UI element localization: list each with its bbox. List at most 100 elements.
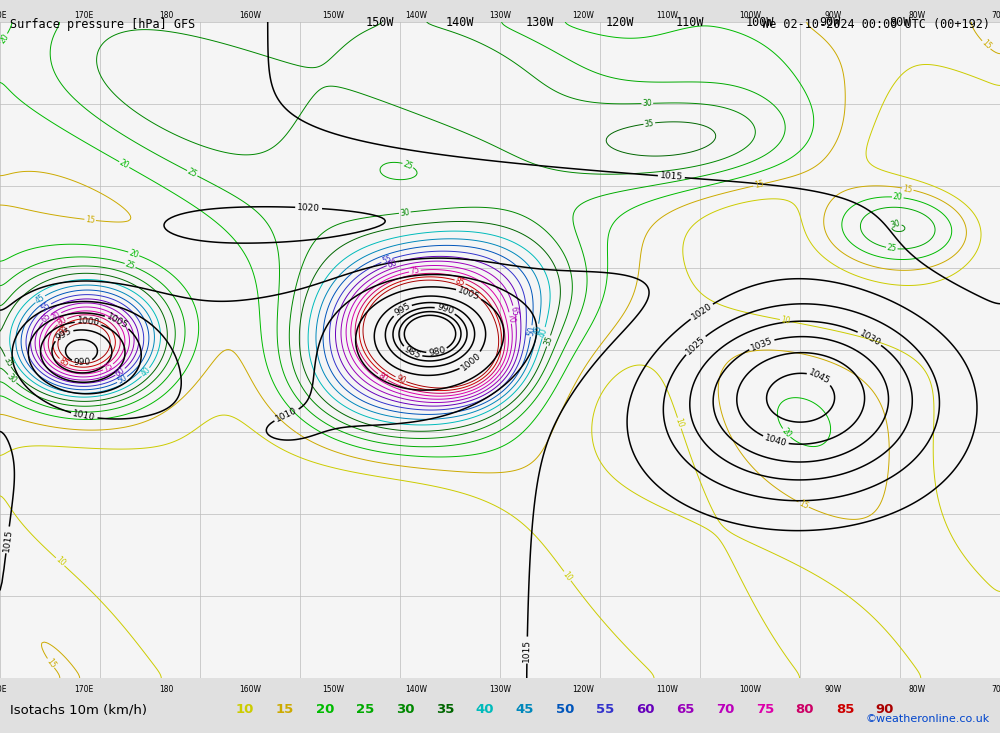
Text: 55: 55 [596,704,614,716]
Text: 10: 10 [674,417,685,429]
Text: 120W: 120W [572,11,594,21]
Text: 90E: 90E [0,685,7,693]
Text: 70W: 70W [991,685,1000,693]
Text: 140W: 140W [446,16,474,29]
Text: 35: 35 [543,335,554,347]
Text: 45: 45 [34,292,47,306]
Text: 90E: 90E [0,11,7,21]
Text: 85: 85 [454,276,466,287]
Text: 20: 20 [893,192,903,202]
Text: 70: 70 [716,704,734,716]
Text: 45: 45 [532,324,543,335]
Text: 85: 85 [58,356,71,369]
Text: 100W: 100W [746,16,774,29]
Text: 75: 75 [409,266,420,276]
Text: 20: 20 [128,248,140,259]
Text: 10: 10 [780,315,791,326]
Text: 995: 995 [392,301,412,318]
Text: 160W: 160W [239,11,261,21]
Text: 1035: 1035 [749,336,774,353]
Text: 1045: 1045 [807,368,832,386]
Text: 10: 10 [236,704,254,716]
Text: 10: 10 [54,555,67,568]
Text: 30: 30 [642,99,652,108]
Text: 15: 15 [980,38,993,51]
Text: 1015: 1015 [2,528,13,552]
Text: 20: 20 [316,704,334,716]
Text: 55: 55 [40,301,53,314]
Text: 50: 50 [526,325,536,336]
Text: 30: 30 [399,207,410,218]
Text: 25: 25 [886,243,897,254]
Text: 1040: 1040 [763,433,788,449]
Text: 15: 15 [753,180,765,191]
Text: 70: 70 [505,312,516,323]
Text: 30: 30 [396,704,414,716]
Text: 130W: 130W [526,16,554,29]
Text: 15: 15 [797,498,810,511]
Text: 1000: 1000 [459,350,483,372]
Text: 980: 980 [428,346,446,358]
Text: 180: 180 [159,11,174,21]
Text: 25: 25 [402,159,414,171]
Text: 985: 985 [403,345,422,361]
Text: 130W: 130W [489,11,511,21]
Text: 10: 10 [561,570,574,583]
Text: 1030: 1030 [858,328,882,347]
Text: 25: 25 [356,704,374,716]
Text: 20: 20 [118,158,131,171]
Text: 35: 35 [644,119,655,128]
Text: 1005: 1005 [105,312,130,331]
Text: 70W: 70W [991,11,1000,21]
Text: 80W: 80W [908,685,925,693]
Text: 1015: 1015 [660,172,683,182]
Text: 60: 60 [636,704,654,716]
Text: 1020: 1020 [297,203,320,213]
Text: 90: 90 [876,704,894,716]
Text: 130W: 130W [489,685,511,693]
Text: 150W: 150W [322,685,344,693]
Text: 120W: 120W [572,685,594,693]
Text: 40: 40 [476,704,494,716]
Text: 25: 25 [124,259,136,271]
Text: 150W: 150W [366,16,394,29]
Text: 70: 70 [50,309,63,323]
Text: We 02-10-2024 00:00 UTC (00+192): We 02-10-2024 00:00 UTC (00+192) [762,18,990,32]
Text: 990: 990 [73,358,91,367]
Text: 65: 65 [509,306,520,317]
Text: 80: 80 [56,315,69,328]
Text: 120W: 120W [606,16,634,29]
Text: 100W: 100W [739,11,761,21]
Text: 65: 65 [676,704,694,716]
Text: Isotachs 10m (km/h): Isotachs 10m (km/h) [10,704,147,716]
Text: 30: 30 [890,219,902,230]
Text: 160W: 160W [239,685,261,693]
Text: 25: 25 [186,167,199,180]
Text: 140W: 140W [406,11,428,21]
Text: 90: 90 [57,324,71,337]
Text: 40: 40 [139,366,152,379]
Text: 50: 50 [556,704,574,716]
Text: 60: 60 [114,366,127,378]
Text: 15: 15 [902,184,913,194]
Text: 110W: 110W [676,16,704,29]
Text: 990: 990 [436,303,455,317]
Text: 55: 55 [381,254,393,266]
Text: 85: 85 [836,704,854,716]
Text: 995: 995 [54,326,73,342]
Text: 150W: 150W [322,11,344,21]
Text: 1005: 1005 [457,285,481,302]
Text: 90W: 90W [819,16,841,29]
Text: ©weatheronline.co.uk: ©weatheronline.co.uk [866,714,990,724]
Text: 110W: 110W [656,11,678,21]
Text: Surface pressure [hPa] GFS: Surface pressure [hPa] GFS [10,18,195,32]
Text: 75: 75 [102,361,115,374]
Text: 50: 50 [116,373,129,386]
Text: 80: 80 [796,704,814,716]
Text: 20: 20 [0,32,11,45]
Text: 60: 60 [386,258,398,270]
Text: 180: 180 [159,685,174,693]
Text: 1010: 1010 [274,406,299,424]
Text: 170E: 170E [74,685,93,693]
Text: 90: 90 [395,373,407,386]
